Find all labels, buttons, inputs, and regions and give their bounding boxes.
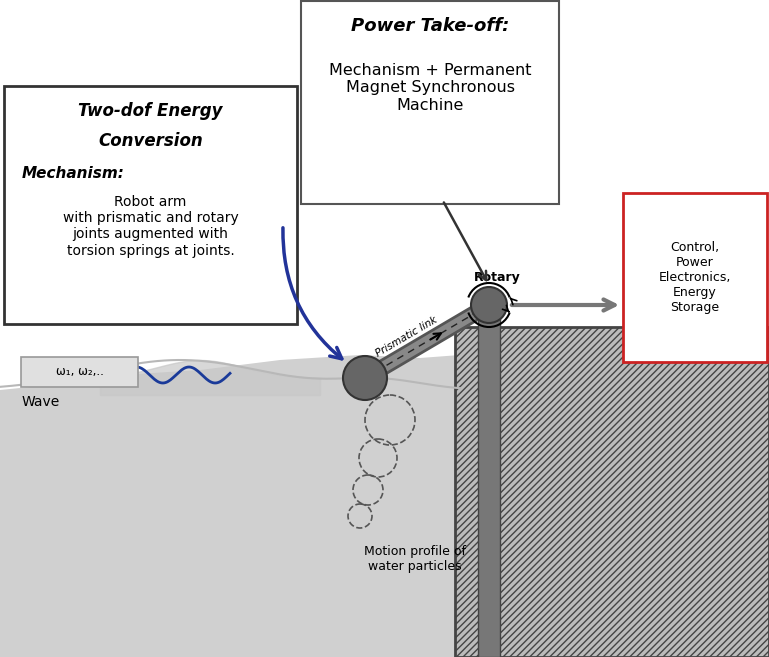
- FancyBboxPatch shape: [4, 86, 297, 324]
- Text: Wave: Wave: [22, 395, 60, 409]
- Text: Control,
Power
Electronics,
Energy
Storage: Control, Power Electronics, Energy Stora…: [659, 241, 731, 314]
- Text: Power Take-off:: Power Take-off:: [351, 17, 509, 35]
- Circle shape: [471, 287, 507, 323]
- Circle shape: [343, 356, 387, 400]
- Text: ω₁, ω₂,..: ω₁, ω₂,..: [55, 365, 104, 378]
- FancyBboxPatch shape: [623, 193, 767, 362]
- Text: Conversion: Conversion: [98, 132, 203, 150]
- Text: Mechanism + Permanent
Magnet Synchronous
Machine: Mechanism + Permanent Magnet Synchronous…: [329, 63, 531, 113]
- Text: Motion profile of
water particles: Motion profile of water particles: [364, 545, 466, 573]
- Polygon shape: [0, 355, 769, 657]
- Text: Rotary: Rotary: [474, 271, 521, 284]
- Bar: [478, 295, 500, 657]
- Text: Prismatic link: Prismatic link: [374, 315, 439, 359]
- FancyBboxPatch shape: [21, 357, 138, 387]
- Text: Mechanism:: Mechanism:: [22, 166, 125, 181]
- Text: Robot arm
with prismatic and rotary
joints augmented with
torsion springs at joi: Robot arm with prismatic and rotary join…: [62, 195, 238, 258]
- FancyBboxPatch shape: [301, 1, 559, 204]
- Bar: [455, 327, 769, 657]
- Text: Two-dof Energy: Two-dof Energy: [78, 102, 223, 120]
